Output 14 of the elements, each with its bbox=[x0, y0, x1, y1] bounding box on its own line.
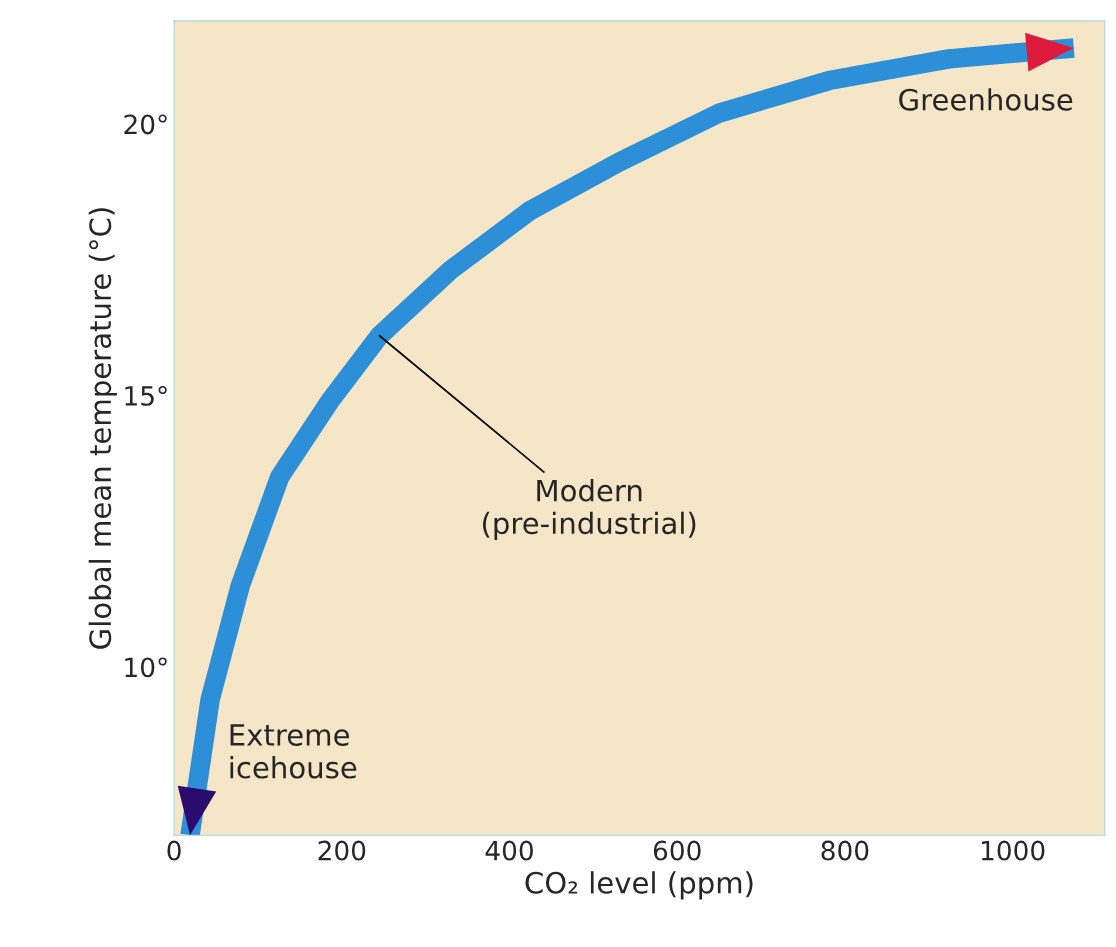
y-axis-title: Global mean temperature (°C) bbox=[88, 208, 117, 649]
annotation: Modern (pre-industrial) bbox=[482, 479, 696, 540]
y-tick-label: 15° bbox=[125, 385, 167, 406]
x-tick-label: 1000 bbox=[981, 840, 1045, 861]
x-tick-label: 200 bbox=[318, 840, 366, 861]
annotation: Greenhouse bbox=[899, 88, 1073, 111]
annotation: Extreme icehouse bbox=[230, 724, 357, 779]
y-tick-label: 20° bbox=[124, 114, 167, 135]
x-tick-label: 0 bbox=[167, 840, 181, 861]
x-tick-label: 600 bbox=[653, 840, 701, 861]
x-tick-label: 800 bbox=[821, 840, 869, 861]
y-tick-label: 10° bbox=[125, 657, 167, 678]
x-axis-title: CO₂ level (ppm) bbox=[525, 871, 753, 900]
x-tick-label: 400 bbox=[485, 840, 533, 861]
